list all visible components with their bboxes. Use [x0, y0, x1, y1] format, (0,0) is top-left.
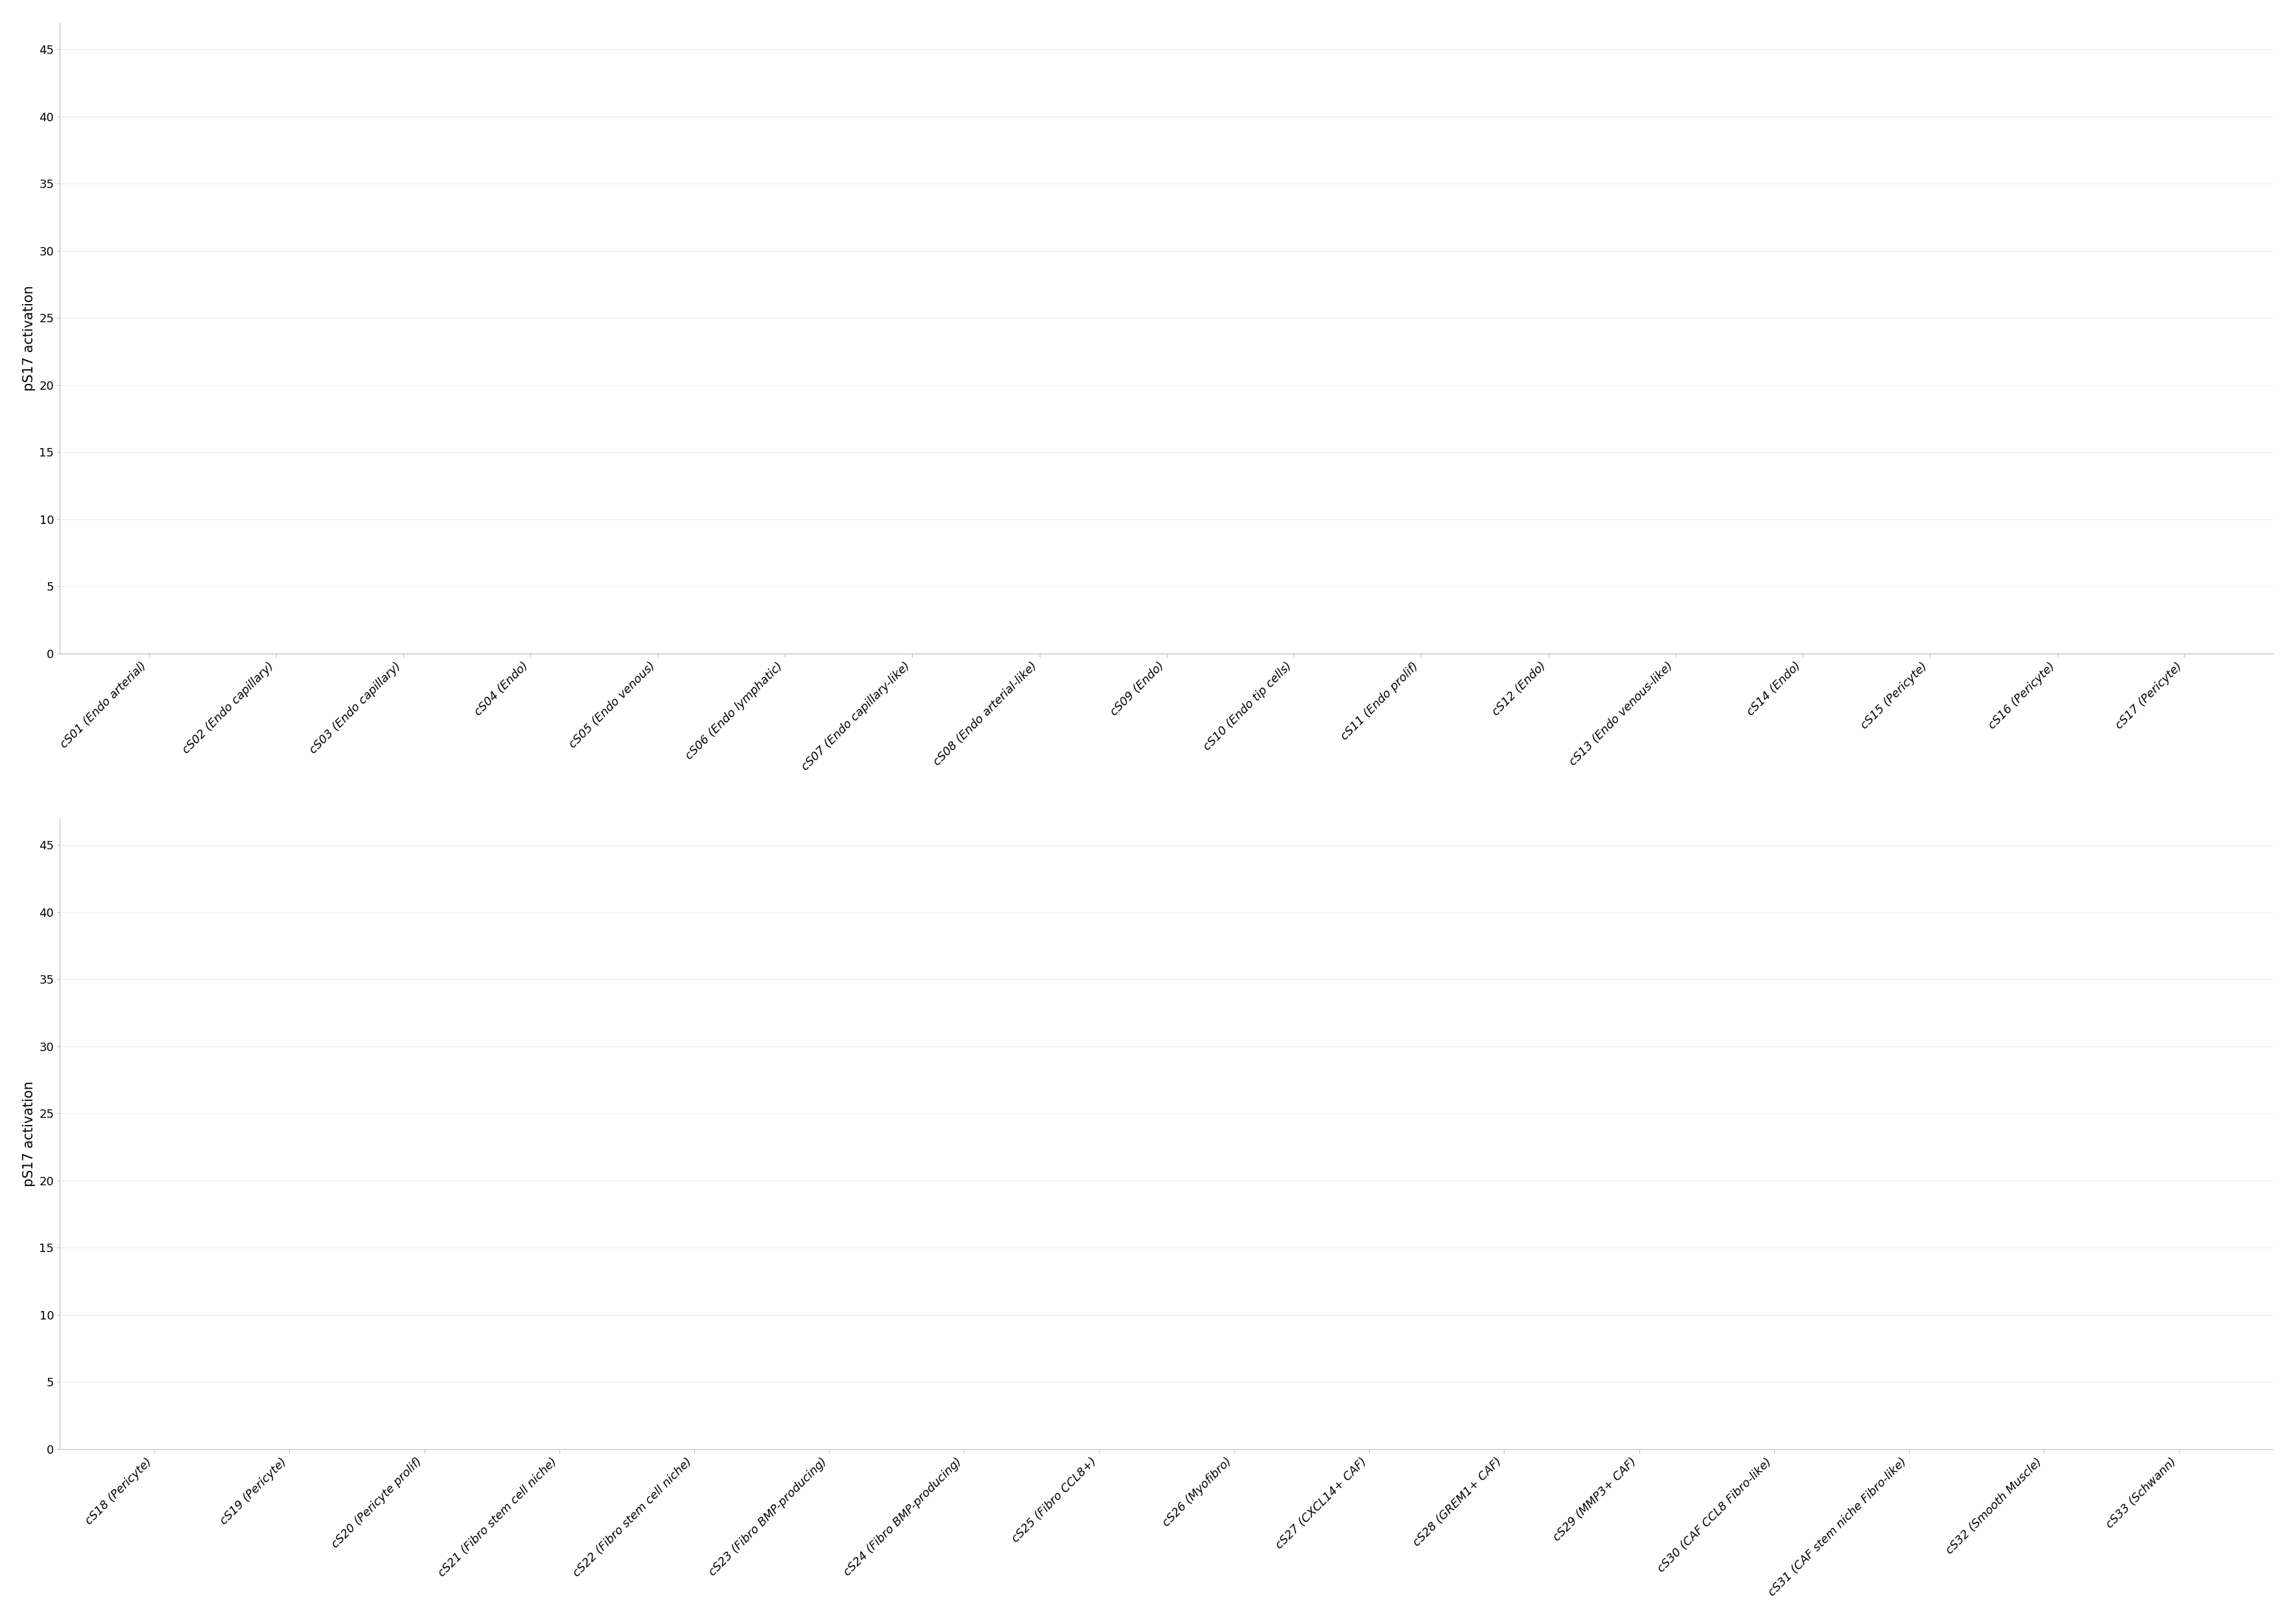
- Y-axis label: pS17 activation: pS17 activation: [23, 1081, 34, 1187]
- Y-axis label: pS17 activation: pS17 activation: [23, 285, 34, 391]
